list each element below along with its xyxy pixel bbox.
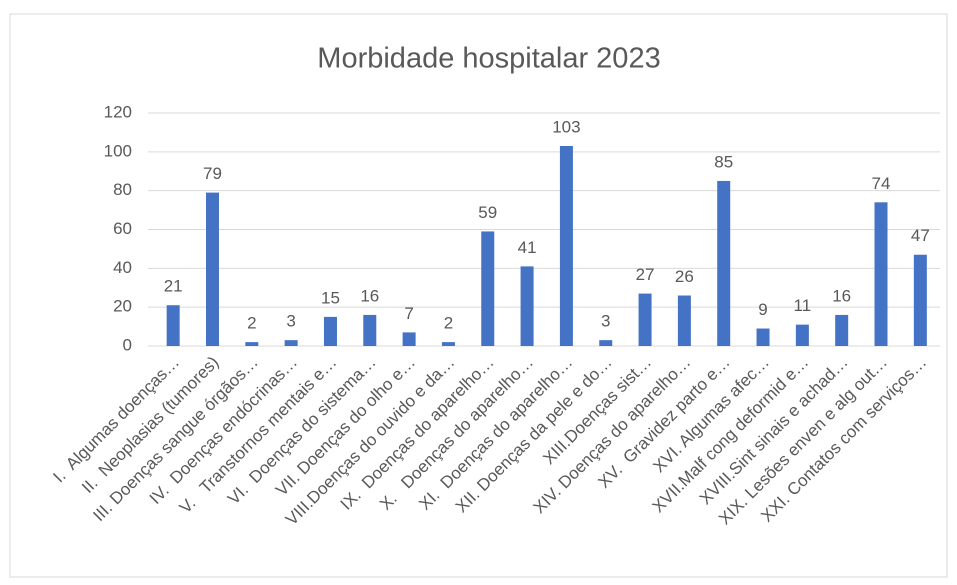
y-tick-label: 60	[113, 219, 132, 238]
bar	[166, 305, 180, 346]
bar	[717, 180, 731, 346]
bar	[599, 340, 613, 346]
data-label: 26	[675, 267, 694, 286]
data-label: 59	[478, 203, 497, 222]
bar	[481, 231, 495, 346]
data-label: 16	[832, 286, 851, 305]
bar	[795, 324, 809, 346]
data-label: 3	[286, 312, 295, 331]
bar	[205, 192, 219, 346]
data-label: 7	[404, 304, 413, 323]
data-label: 85	[714, 152, 733, 171]
data-label: 74	[872, 174, 891, 193]
data-label: 2	[444, 314, 453, 333]
y-tick-label: 100	[104, 141, 132, 160]
bar	[441, 342, 455, 346]
data-label: 11	[794, 296, 812, 315]
bar	[756, 328, 770, 346]
bar	[520, 266, 534, 346]
data-label: 103	[552, 117, 580, 136]
y-tick-label: 20	[113, 297, 132, 316]
data-label: 2	[247, 314, 256, 333]
y-tick-label: 0	[123, 335, 132, 354]
data-label: 9	[758, 300, 767, 319]
bar	[323, 316, 337, 346]
data-label: 27	[636, 265, 655, 284]
bar	[874, 202, 888, 346]
data-label: 15	[321, 288, 340, 307]
bar	[559, 146, 573, 346]
data-label: 3	[601, 312, 610, 331]
bar	[835, 314, 849, 346]
data-label: 21	[164, 277, 183, 296]
bar	[363, 314, 377, 346]
data-label: 41	[518, 238, 537, 257]
data-label: 16	[360, 286, 379, 305]
y-tick-label: 40	[113, 258, 132, 277]
data-label: 47	[911, 226, 930, 245]
bar	[913, 254, 927, 346]
bar	[245, 342, 259, 346]
bar	[402, 332, 416, 346]
y-tick-label: 80	[113, 180, 132, 199]
bar	[638, 293, 652, 346]
bar	[284, 340, 298, 346]
y-tick-label: 120	[104, 102, 132, 121]
chart-title: Morbidade hospitalar 2023	[317, 43, 660, 75]
bar	[677, 295, 691, 346]
data-label: 79	[203, 164, 222, 183]
chart-border	[9, 13, 948, 578]
